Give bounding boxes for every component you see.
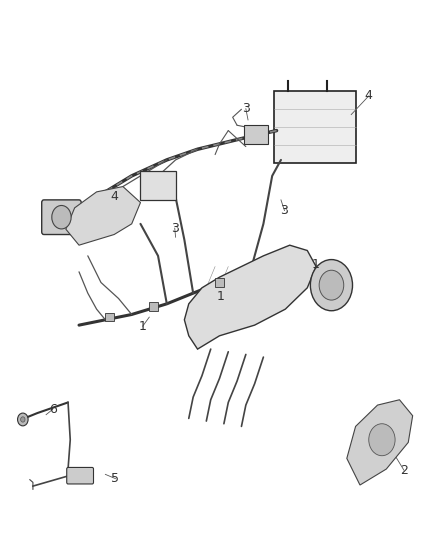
Circle shape — [318, 270, 343, 300]
Bar — [140, 171, 175, 200]
Bar — [105, 313, 114, 321]
Text: 4: 4 — [110, 190, 118, 203]
Text: 1: 1 — [311, 259, 319, 271]
Circle shape — [52, 205, 71, 229]
Bar — [215, 278, 223, 287]
Circle shape — [18, 413, 28, 426]
Circle shape — [368, 424, 394, 456]
Circle shape — [21, 417, 25, 422]
Text: 1: 1 — [138, 320, 146, 333]
Text: 5: 5 — [111, 472, 119, 485]
Text: 3: 3 — [280, 204, 288, 217]
Bar — [149, 302, 158, 311]
Text: 6: 6 — [49, 403, 57, 416]
Text: 1: 1 — [216, 290, 224, 303]
Polygon shape — [184, 245, 315, 349]
Bar — [274, 91, 355, 163]
Text: 4: 4 — [364, 90, 372, 102]
Polygon shape — [346, 400, 412, 485]
Text: 3: 3 — [241, 102, 249, 115]
Text: 2: 2 — [399, 464, 407, 477]
Text: 3: 3 — [170, 222, 178, 235]
FancyBboxPatch shape — [67, 467, 93, 484]
Polygon shape — [66, 187, 140, 245]
Bar — [243, 125, 267, 144]
FancyBboxPatch shape — [42, 200, 81, 235]
Circle shape — [310, 260, 352, 311]
